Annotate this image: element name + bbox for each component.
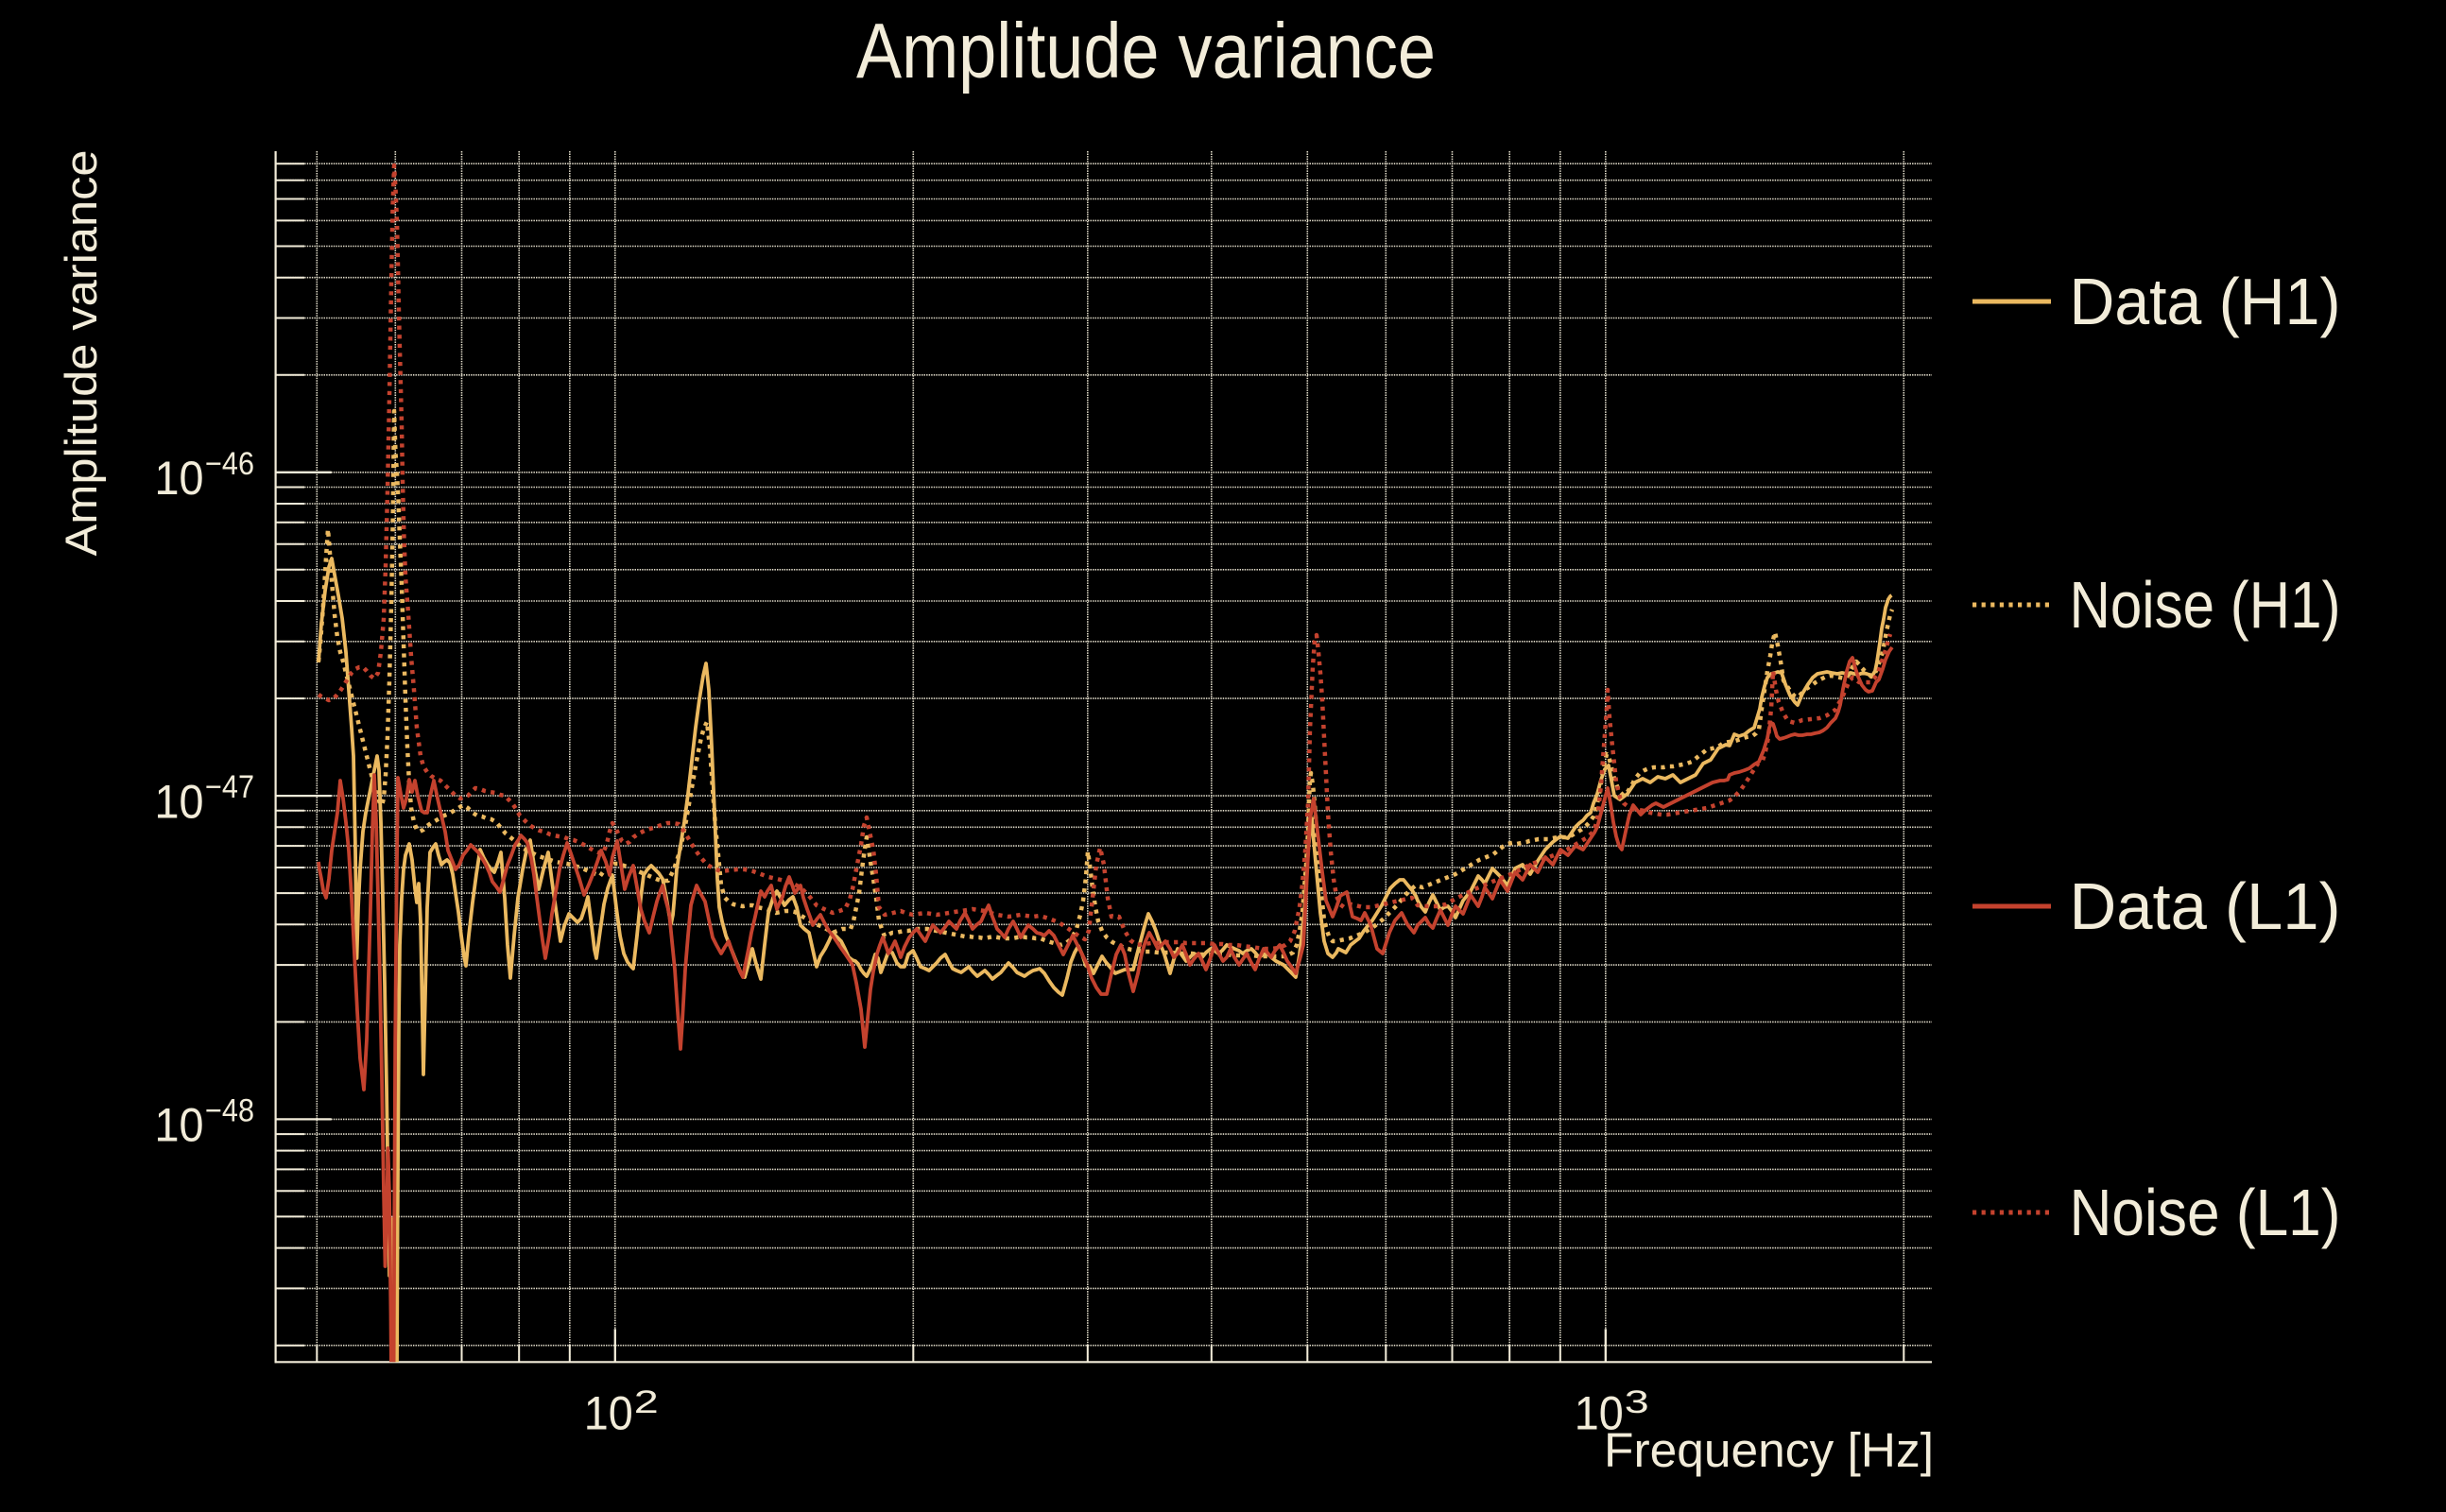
svg-text:Noise (L1): Noise (L1) — [2070, 1176, 2341, 1249]
svg-text:2: 2 — [634, 1384, 659, 1420]
svg-text:−47: −47 — [205, 769, 254, 805]
svg-text:Amplitude variance: Amplitude variance — [856, 7, 1436, 94]
svg-text:Amplitude variance: Amplitude variance — [56, 149, 106, 556]
svg-text:10: 10 — [584, 1386, 633, 1439]
svg-text:−46: −46 — [205, 446, 254, 482]
svg-text:Frequency [Hz]: Frequency [Hz] — [1604, 1423, 1934, 1477]
svg-text:Data (H1): Data (H1) — [2070, 265, 2341, 338]
svg-text:3: 3 — [1625, 1384, 1649, 1420]
svg-text:10: 10 — [155, 452, 204, 505]
svg-text:10: 10 — [1575, 1386, 1624, 1439]
svg-text:10: 10 — [155, 1099, 204, 1152]
svg-text:Data (L1): Data (L1) — [2070, 869, 2341, 943]
svg-text:10: 10 — [155, 775, 204, 828]
svg-text:−48: −48 — [205, 1092, 254, 1128]
svg-text:Noise (H1): Noise (H1) — [2070, 568, 2341, 642]
